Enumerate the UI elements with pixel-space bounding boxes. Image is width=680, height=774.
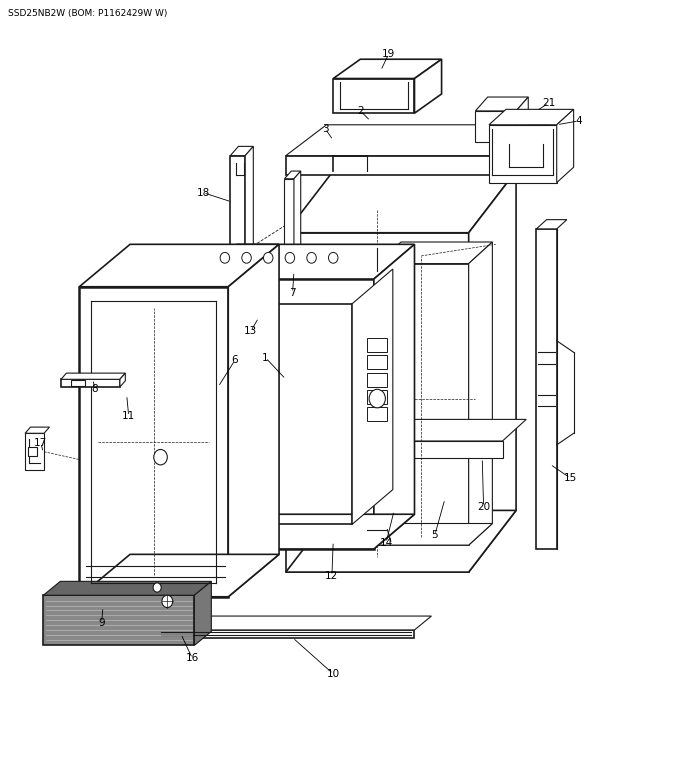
Polygon shape <box>231 156 245 426</box>
Text: 9: 9 <box>99 618 105 628</box>
Text: 18: 18 <box>197 187 210 197</box>
Text: 10: 10 <box>326 669 340 679</box>
Text: 2: 2 <box>357 106 364 116</box>
Polygon shape <box>286 510 516 572</box>
Polygon shape <box>377 420 526 441</box>
Polygon shape <box>197 514 415 549</box>
Polygon shape <box>377 264 469 545</box>
Polygon shape <box>245 146 254 426</box>
Text: 1: 1 <box>262 353 269 363</box>
Text: 12: 12 <box>325 571 339 581</box>
Text: 13: 13 <box>244 327 257 337</box>
Polygon shape <box>516 97 528 142</box>
Bar <box>29 447 37 457</box>
Polygon shape <box>197 279 210 549</box>
Polygon shape <box>489 125 557 183</box>
Polygon shape <box>286 156 509 175</box>
Text: 21: 21 <box>542 98 555 108</box>
Circle shape <box>153 583 161 592</box>
Polygon shape <box>197 245 415 279</box>
Polygon shape <box>44 595 194 646</box>
Text: SSD25NB2W (BOM: P1162429W W): SSD25NB2W (BOM: P1162429W W) <box>8 9 167 18</box>
Text: 6: 6 <box>232 355 239 365</box>
Circle shape <box>328 252 338 263</box>
Polygon shape <box>469 242 492 545</box>
Text: 11: 11 <box>122 411 135 421</box>
Polygon shape <box>157 616 431 630</box>
Polygon shape <box>194 581 211 646</box>
Text: 8: 8 <box>92 384 98 393</box>
Polygon shape <box>537 229 557 549</box>
Polygon shape <box>197 279 374 549</box>
Bar <box>367 390 388 404</box>
Text: 3: 3 <box>322 124 328 134</box>
Polygon shape <box>374 245 415 549</box>
Bar <box>367 338 388 352</box>
Polygon shape <box>157 630 415 638</box>
Bar <box>367 355 388 369</box>
Text: 14: 14 <box>379 538 392 548</box>
Polygon shape <box>80 286 228 597</box>
Polygon shape <box>25 427 50 433</box>
Polygon shape <box>352 269 393 524</box>
Polygon shape <box>377 523 492 545</box>
Bar <box>367 407 388 421</box>
Polygon shape <box>80 245 279 286</box>
Text: 4: 4 <box>575 116 581 126</box>
Polygon shape <box>333 78 415 113</box>
Polygon shape <box>537 220 567 229</box>
Polygon shape <box>286 125 550 156</box>
Polygon shape <box>415 60 441 113</box>
Circle shape <box>307 252 316 263</box>
Polygon shape <box>294 171 301 464</box>
Polygon shape <box>557 109 574 183</box>
Text: 17: 17 <box>34 437 48 447</box>
Polygon shape <box>61 373 125 379</box>
Polygon shape <box>377 242 492 264</box>
Polygon shape <box>333 60 441 78</box>
Polygon shape <box>377 441 503 458</box>
Bar <box>71 380 85 386</box>
Polygon shape <box>284 171 301 179</box>
Text: 19: 19 <box>382 49 395 59</box>
Polygon shape <box>61 379 120 387</box>
Polygon shape <box>284 179 294 464</box>
Text: 7: 7 <box>289 288 296 298</box>
Circle shape <box>242 252 252 263</box>
Polygon shape <box>489 109 574 125</box>
Polygon shape <box>120 373 125 387</box>
Circle shape <box>263 252 273 263</box>
Polygon shape <box>286 171 516 233</box>
Circle shape <box>162 595 173 608</box>
Polygon shape <box>25 433 44 471</box>
Polygon shape <box>80 554 279 597</box>
Text: 20: 20 <box>477 502 490 512</box>
Polygon shape <box>286 233 469 572</box>
Polygon shape <box>228 245 279 597</box>
Polygon shape <box>44 581 211 595</box>
Polygon shape <box>509 125 550 175</box>
Polygon shape <box>469 171 516 572</box>
Bar <box>367 373 388 387</box>
Circle shape <box>220 252 230 263</box>
Polygon shape <box>231 146 254 156</box>
Text: 15: 15 <box>564 473 577 483</box>
Circle shape <box>369 389 386 408</box>
Circle shape <box>285 252 294 263</box>
Text: 5: 5 <box>432 530 438 540</box>
Text: 16: 16 <box>186 653 199 663</box>
Circle shape <box>154 450 167 465</box>
Polygon shape <box>475 97 528 111</box>
Polygon shape <box>475 111 516 142</box>
